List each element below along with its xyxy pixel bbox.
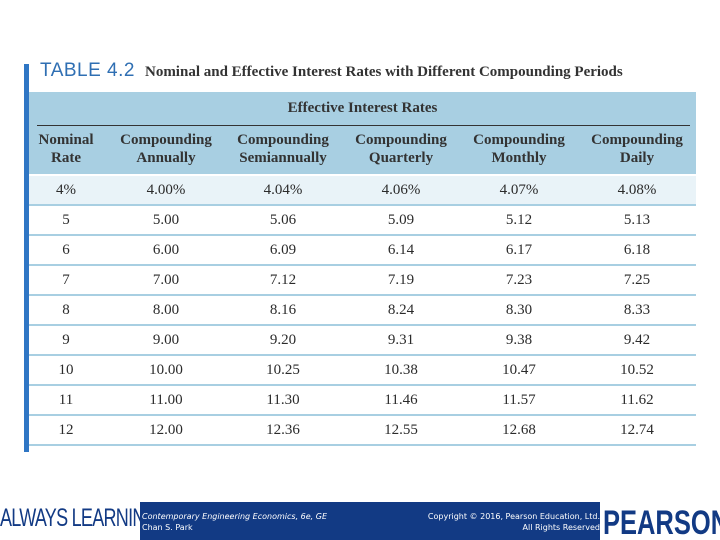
- group-header-rule: [37, 125, 690, 126]
- cell-semiannually: 11.30: [266, 392, 300, 408]
- brand-panel: [600, 502, 720, 540]
- cell-annually: 5.00: [152, 212, 180, 228]
- cell-nominal: 12: [58, 422, 74, 438]
- cell-semiannually: 8.16: [269, 302, 297, 318]
- cell-annually: 10.00: [149, 362, 183, 378]
- cell-annually: 4.00%: [146, 182, 186, 198]
- cell-annually: 11.00: [149, 392, 183, 408]
- book-credit: Contemporary Engineering Economics, 6e, …: [142, 511, 327, 533]
- slogan-panel: [0, 502, 140, 540]
- book-title: Contemporary Engineering Economics, 6e, …: [142, 512, 328, 521]
- cell-semiannually: 5.06: [269, 212, 297, 228]
- table-row: 10 10.00 10.25 10.38 10.47 10.52: [29, 356, 696, 386]
- table-row: 5 5.00 5.06 5.09 5.12 5.13: [29, 206, 696, 236]
- always-learning-logo: ALWAYS LEARNING: [0, 504, 159, 532]
- cell-daily: 11.62: [620, 392, 654, 408]
- interest-rate-table: Effective Interest Rates Nominal Rate Co…: [29, 92, 696, 452]
- cell-monthly: 6.17: [505, 242, 533, 258]
- cell-quarterly: 6.14: [387, 242, 415, 258]
- cell-annually: 6.00: [152, 242, 180, 258]
- cell-annually: 12.00: [149, 422, 183, 438]
- cell-nominal: 8: [62, 302, 70, 318]
- cell-annually: 8.00: [152, 302, 180, 318]
- table-header: Effective Interest Rates Nominal Rate Co…: [29, 92, 696, 174]
- cell-daily: 5.13: [623, 212, 651, 228]
- cell-daily: 6.18: [623, 242, 651, 258]
- table-row: 11 11.00 11.30 11.46 11.57 11.62: [29, 386, 696, 416]
- column-header-annually: Compounding Annually: [120, 132, 212, 166]
- table-row: 9 9.00 9.20 9.31 9.38 9.42: [29, 326, 696, 356]
- cell-nominal: 10: [58, 362, 74, 378]
- copyright-notice: Copyright © 2016, Pearson Education, Ltd…: [428, 511, 600, 533]
- pearson-logo: PEARSON: [603, 504, 720, 540]
- cell-monthly: 12.68: [502, 422, 536, 438]
- table-row: 4% 4.00% 4.04% 4.06% 4.07% 4.08%: [29, 176, 696, 206]
- table-number: TABLE 4.2: [40, 60, 135, 81]
- cell-monthly: 10.47: [502, 362, 536, 378]
- table-row: 8 8.00 8.16 8.24 8.30 8.33: [29, 296, 696, 326]
- cell-quarterly: 11.46: [384, 392, 418, 408]
- cell-daily: 10.52: [620, 362, 654, 378]
- group-header: Effective Interest Rates: [287, 100, 438, 116]
- cell-daily: 7.25: [623, 272, 651, 288]
- footer-bar: ALWAYS LEARNING Contemporary Engineering…: [0, 502, 720, 540]
- cell-quarterly: 9.31: [387, 332, 415, 348]
- cell-semiannually: 6.09: [269, 242, 297, 258]
- cell-semiannually: 4.04%: [263, 182, 303, 198]
- cell-daily: 4.08%: [617, 182, 657, 198]
- cell-monthly: 9.38: [505, 332, 533, 348]
- cell-nominal: 9: [62, 332, 70, 348]
- cell-daily: 9.42: [623, 332, 651, 348]
- cell-monthly: 8.30: [505, 302, 533, 318]
- column-header-nominal: Nominal Rate: [38, 132, 94, 166]
- accent-bar: [24, 64, 29, 452]
- column-header-semiannually: Compounding Semiannually: [237, 132, 329, 166]
- copyright-line: Copyright © 2016, Pearson Education, Ltd…: [427, 512, 600, 521]
- table-title: Nominal and Effective Interest Rates wit…: [144, 64, 623, 80]
- cell-monthly: 5.12: [505, 212, 533, 228]
- cell-daily: 12.74: [620, 422, 654, 438]
- cell-quarterly: 10.38: [384, 362, 418, 378]
- cell-nominal: 5: [62, 212, 70, 228]
- rights-line: All Rights Reserved: [522, 523, 600, 532]
- cell-semiannually: 10.25: [266, 362, 300, 378]
- cell-nominal: 4%: [56, 182, 76, 198]
- cell-annually: 7.00: [152, 272, 180, 288]
- cell-quarterly: 8.24: [387, 302, 415, 318]
- cell-semiannually: 7.12: [269, 272, 297, 288]
- table-body: 4% 4.00% 4.04% 4.06% 4.07% 4.08% 5 5.00 …: [29, 176, 696, 446]
- column-header-quarterly: Compounding Quarterly: [355, 132, 447, 166]
- table-caption: TABLE 4.2 Nominal and Effective Interest…: [40, 60, 700, 90]
- book-author: Chan S. Park: [142, 523, 193, 532]
- cell-quarterly: 4.06%: [381, 182, 421, 198]
- cell-monthly: 11.57: [502, 392, 536, 408]
- cell-daily: 8.33: [623, 302, 651, 318]
- table-row: 7 7.00 7.12 7.19 7.23 7.25: [29, 266, 696, 296]
- cell-monthly: 7.23: [505, 272, 533, 288]
- table-row: 12 12.00 12.36 12.55 12.68 12.74: [29, 416, 696, 446]
- cell-quarterly: 5.09: [387, 212, 415, 228]
- cell-nominal: 11: [58, 392, 74, 408]
- cell-quarterly: 7.19: [387, 272, 415, 288]
- cell-nominal: 6: [62, 242, 70, 258]
- cell-semiannually: 9.20: [269, 332, 297, 348]
- column-header-monthly: Compounding Monthly: [473, 132, 565, 166]
- cell-nominal: 7: [62, 272, 70, 288]
- cell-monthly: 4.07%: [499, 182, 539, 198]
- table-row: 6 6.00 6.09 6.14 6.17 6.18: [29, 236, 696, 266]
- column-header-daily: Compounding Daily: [591, 132, 683, 166]
- cell-annually: 9.00: [152, 332, 180, 348]
- cell-quarterly: 12.55: [384, 422, 418, 438]
- cell-semiannually: 12.36: [266, 422, 300, 438]
